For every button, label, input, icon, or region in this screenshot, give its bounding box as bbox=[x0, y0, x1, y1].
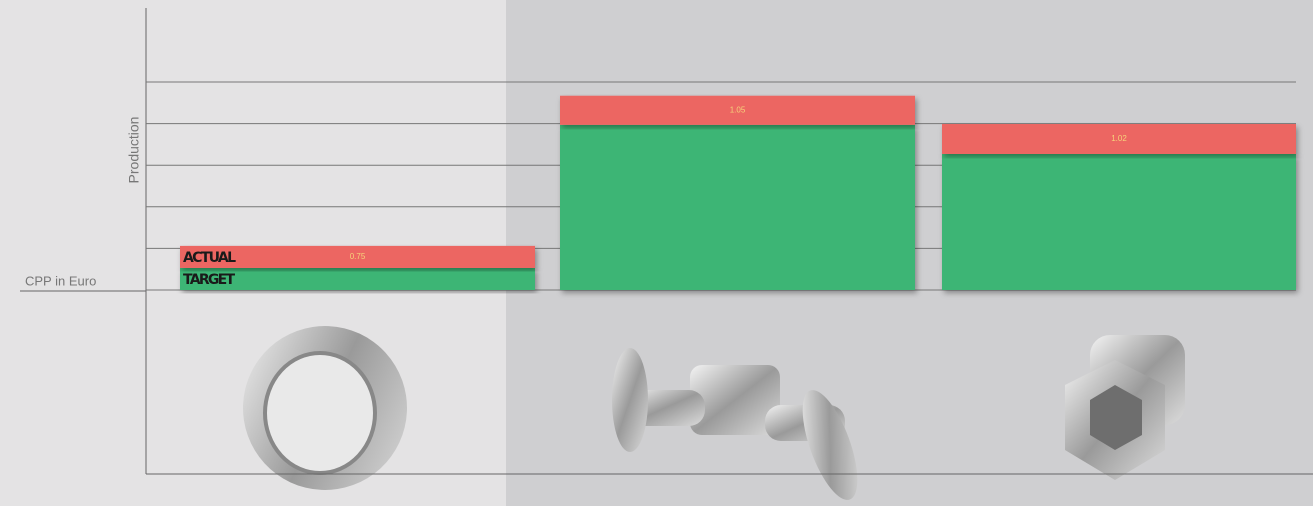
value-label: 1.02 bbox=[1111, 134, 1127, 143]
baseline-label: CPP in Euro bbox=[25, 273, 96, 288]
y-axis-title: Production bbox=[126, 117, 142, 184]
value-label: 1.05 bbox=[730, 105, 746, 114]
chart: CPP in Euro Production 0.75 1.05 1.02 TARGE… bbox=[0, 0, 1313, 506]
value-label: 0.75 bbox=[350, 252, 366, 261]
legend-label: ACTUAL bbox=[183, 250, 236, 266]
bar-segment bbox=[942, 154, 1296, 290]
bar-segment bbox=[560, 125, 915, 290]
legend-label: TARGET bbox=[183, 272, 235, 288]
